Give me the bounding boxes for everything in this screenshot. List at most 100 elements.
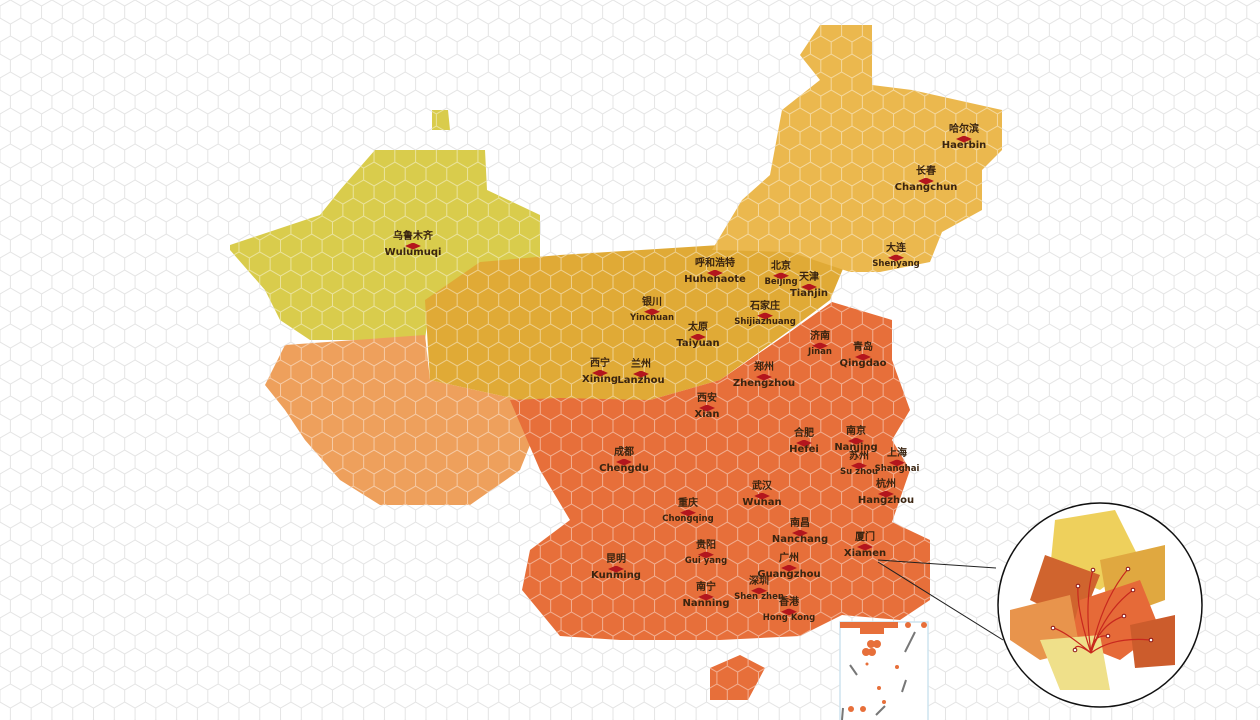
diamond-marker-icon (851, 462, 867, 470)
city-name-en: Chengdu (599, 462, 649, 474)
city-name-en: Shanghai (874, 463, 920, 474)
city-marker[interactable]: 香港 Hong Kong (763, 596, 815, 622)
city-marker[interactable]: 乌鲁木齐 Wulumuqi (384, 231, 442, 258)
city-name-en: Xiamen (843, 547, 887, 559)
city-name-cn: 成都 (613, 447, 634, 458)
city-marker[interactable]: 郑州 Zhengzhou (733, 362, 795, 389)
city-name-cn: 合肥 (794, 428, 814, 439)
city-name-cn: 乌鲁木齐 (392, 231, 433, 242)
diamond-marker-icon (888, 254, 904, 262)
city-name-cn: 大连 (886, 242, 906, 254)
regions (230, 25, 1002, 700)
city-name-en: Hangzhou (857, 494, 915, 506)
city-marker[interactable]: 南昌 Nanchang (772, 518, 828, 545)
city-marker[interactable]: 兰州 Lanzhou (617, 359, 665, 386)
city-name-en: Qingdao (839, 357, 887, 369)
diamond-marker-icon (796, 439, 812, 447)
city-name-cn: 香港 (779, 596, 799, 608)
city-name-cn: 西安 (696, 393, 717, 404)
city-marker[interactable]: 济南 Jinan (808, 330, 832, 357)
city-name-en: Shenyang (872, 258, 920, 269)
city-name-en: Wuhan (742, 496, 782, 508)
city-name-cn: 贵阳 (695, 539, 716, 551)
city-name-cn: 济南 (809, 330, 830, 342)
diamond-marker-icon (753, 492, 770, 500)
city-marker[interactable]: 贵阳 Gui yang (685, 539, 727, 565)
city-name-cn: 苏州 (849, 450, 869, 462)
inset-city-dot (1148, 637, 1154, 643)
city-name-en: Shen zhen (734, 591, 784, 602)
xinjiang-region-hex-overlay (230, 150, 540, 340)
city-name-en: Kunming (591, 569, 641, 581)
diamond-marker-icon (404, 242, 421, 250)
city-marker[interactable]: 重庆 Chongqing (662, 497, 714, 524)
city-name-en: Shijiazhuang (734, 316, 796, 327)
city-marker[interactable]: 青岛 Qingdao (839, 342, 887, 369)
city-marker[interactable]: 武汉 Wuhan (742, 481, 782, 508)
city-marker[interactable]: 南京 Nanjing (834, 426, 878, 453)
city-marker[interactable]: 石家庄 Shijiazhuang (734, 300, 796, 327)
diamond-marker-icon (918, 177, 934, 185)
city-name-en: Wulumuqi (384, 246, 442, 258)
diamond-marker-icon (615, 458, 632, 466)
city-marker[interactable]: 上海 Shanghai (874, 448, 920, 474)
city-marker[interactable]: 南宁 Nanning (682, 582, 729, 609)
city-name-en: Chongqing (662, 513, 714, 524)
north-region-hex-overlay (425, 240, 850, 400)
city-marker[interactable]: 西安 Xian (694, 393, 719, 420)
city-name-cn: 重庆 (678, 497, 698, 509)
inset-route-line (1090, 635, 1109, 654)
city-marker[interactable]: 苏州 Su zhou (839, 450, 879, 477)
city-marker[interactable]: 广州 Guangzhou (757, 553, 820, 580)
city-name-en: Hefei (789, 443, 819, 455)
city-marker[interactable]: 哈尔滨 Haerbin (942, 124, 987, 151)
city-marker[interactable]: 合肥 Hefei (789, 428, 819, 455)
diamond-marker-icon (792, 529, 808, 537)
city-marker[interactable]: 昆明 Kunming (591, 554, 641, 581)
diamond-marker-icon (697, 551, 714, 559)
city-marker[interactable]: 大连 Shenyang (872, 242, 920, 269)
city-name-en: Lanzhou (617, 374, 665, 386)
city-name-cn: 南宁 (696, 582, 716, 593)
city-name-cn: 郑州 (753, 362, 774, 373)
inset-route-line (1077, 585, 1092, 654)
inset-route-line (1090, 638, 1152, 654)
diamond-marker-icon (706, 269, 723, 277)
diamond-marker-icon (690, 333, 706, 341)
city-name-cn: 石家庄 (749, 300, 780, 312)
city-name-en: Tianjin (789, 287, 829, 299)
city-name-cn: 长春 (916, 166, 936, 177)
city-name-cn: 北京 (771, 260, 791, 272)
diamond-marker-icon (773, 272, 789, 280)
city-marker[interactable]: 银川 Yinchuan (630, 297, 674, 322)
inset-city-dot (1072, 647, 1078, 653)
mini-inset (839, 621, 929, 720)
city-name-en: Su zhou (839, 466, 879, 477)
inset-city-dot (1075, 583, 1081, 589)
city-name-en: Xining (582, 373, 618, 385)
diamond-marker-icon (750, 587, 767, 595)
city-name-en: Beijing (764, 276, 798, 287)
inset-city-dot (1121, 613, 1127, 619)
city-name-en: Jinan (808, 346, 832, 357)
city-marker[interactable]: 长春 Changchun (895, 166, 958, 193)
xinjiang-islet-hex-overlay (432, 110, 450, 130)
zoom-callout (877, 502, 1203, 708)
city-marker[interactable]: 厦门 Xiamen (843, 532, 887, 559)
city-marker[interactable]: 杭州 Hangzhou (857, 479, 915, 506)
city-name-en: Taiyuan (676, 337, 720, 349)
city-marker[interactable]: 天津 Tianjin (789, 272, 829, 299)
inset-route-line (1087, 569, 1094, 654)
city-marker[interactable]: 成都 Chengdu (599, 447, 649, 474)
city-marker[interactable]: 呼和浩特 Huhehaote (684, 258, 746, 285)
city-name-en: Nanjing (834, 441, 878, 453)
city-marker[interactable]: 北京 Beijing (764, 260, 798, 287)
diamond-marker-icon (756, 312, 773, 320)
city-marker[interactable]: 深圳 Shen zhen (734, 576, 784, 602)
city-name-cn: 杭州 (875, 479, 896, 490)
city-marker[interactable]: 西宁 Xining (582, 358, 618, 385)
city-marker[interactable]: 太原 Taiyuan (676, 322, 720, 349)
diamond-marker-icon (632, 370, 649, 378)
inset-city-dot (1090, 567, 1096, 573)
